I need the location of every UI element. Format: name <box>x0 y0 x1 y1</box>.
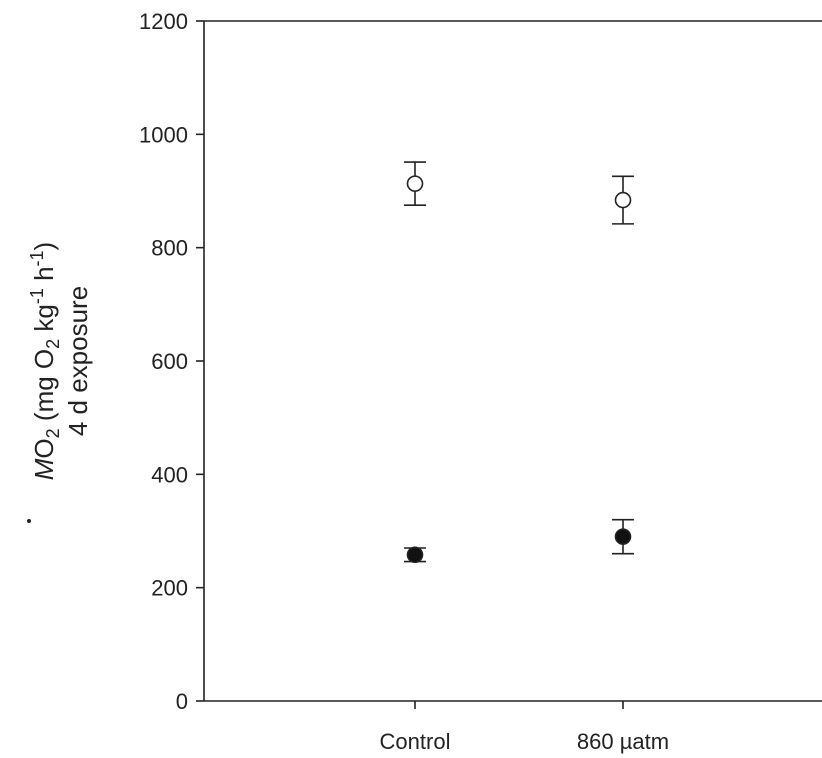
y-tick-label-800: 800 <box>151 236 188 261</box>
ylabel-kg-sup: -1 <box>27 288 47 304</box>
data-point-1-1 <box>614 528 632 545</box>
y-axis-label: MO2 (mg O2 kg-1 h-1) 4 d exposure <box>27 242 93 523</box>
y-axis-label-line2: 4 d exposure <box>63 286 93 436</box>
ylabel-h: h <box>29 266 59 288</box>
x-tick-label-0: Control <box>380 729 451 754</box>
data-marks <box>404 161 634 564</box>
ylabel-dot-accent <box>27 519 31 523</box>
ylabel-open: (mg O <box>29 349 59 428</box>
data-point-1-0 <box>406 546 424 564</box>
y-tick-label-0: 0 <box>176 689 188 714</box>
ylabel-o2-sub: 2 <box>43 339 63 349</box>
ylabel-close: ) <box>29 242 59 251</box>
y-tick-label-400: 400 <box>151 462 188 487</box>
ylabel-h-sup: -1 <box>27 250 47 266</box>
ylabel-o-sub: 2 <box>43 428 63 438</box>
x-tick-label-1: 860 µatm <box>577 729 669 754</box>
x-axis-ticks: Control 860 µatm <box>380 701 669 754</box>
y-tick-label-1200: 1200 <box>139 9 188 34</box>
y-axis-label-line1: MO2 (mg O2 kg-1 h-1) <box>27 242 63 480</box>
ylabel-kg: kg <box>29 304 59 339</box>
ylabel-m: M <box>29 458 59 480</box>
data-point-0-0 <box>406 175 424 192</box>
y-axis-ticks: 0 200 400 600 800 1000 1200 <box>139 9 204 714</box>
y-tick-label-600: 600 <box>151 349 188 374</box>
ylabel-o: O <box>29 438 59 458</box>
y-tick-label-200: 200 <box>151 576 188 601</box>
y-tick-label-1000: 1000 <box>139 122 188 147</box>
data-point-0-1 <box>614 191 632 209</box>
